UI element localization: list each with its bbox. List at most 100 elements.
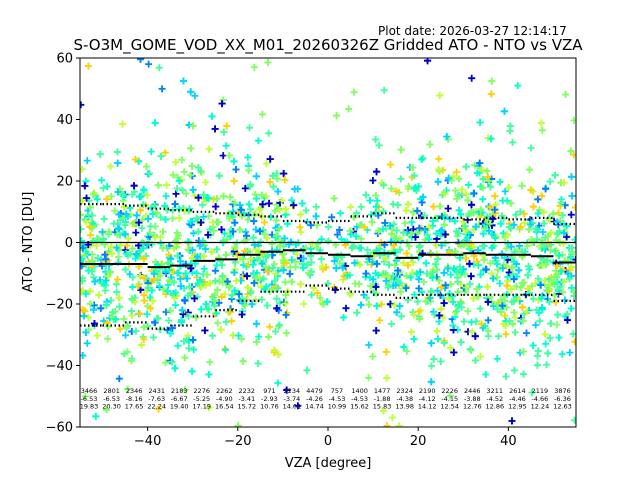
scatter-point [81,392,89,400]
scatter-point [542,340,550,348]
y-tick-label: 20 [56,175,73,190]
scatter-point [511,328,519,336]
scatter-point [400,229,407,237]
scatter-point [145,60,153,68]
scatter-point [404,261,412,269]
x-tick-label: 40 [500,434,517,449]
scatter-point [490,302,497,310]
scatter-point [146,169,153,177]
scatter-point [447,271,455,279]
scatter-point [215,299,223,307]
scatter-point [144,284,152,292]
scatter-point [487,259,494,267]
scatter-point [476,118,484,126]
scatter-point [226,214,233,222]
scatter-point [534,195,542,203]
scatter-point [330,257,338,265]
scatter-point [143,310,151,318]
scatter-point [402,284,410,292]
scatter-point [511,313,519,321]
scatter-point [366,197,374,204]
scatter-point [571,416,576,424]
scatter-point [138,341,146,349]
scatter-point [281,176,289,184]
scatter-point [84,62,92,70]
scatter-point [167,330,175,337]
scatter-point [219,152,227,160]
scatter-point [272,270,280,278]
scatter-point [274,284,282,292]
x-tick-label: −40 [134,434,161,449]
scatter-point [86,287,94,295]
scatter-point [204,231,212,239]
scatter-point [427,287,435,295]
scatter-point [356,261,364,269]
bin-stats: 3466-6.5319.832801-6.5320.302346-8.1617.… [80,387,572,410]
scatter-point [278,197,286,204]
scatter-point [80,197,86,205]
scatter-point [415,284,423,292]
scatter-point [269,172,277,180]
scatter-point [197,167,205,175]
scatter-point [394,267,402,274]
scatter-point [103,195,111,203]
scatter-point [275,225,283,233]
scatter-point [83,194,91,202]
bin-stat-count: 2183 [171,387,188,395]
scatter-point [200,252,208,260]
scatter-point [253,320,260,328]
scatter-point [383,422,391,427]
scatter-point [222,142,230,150]
scatter-point [385,281,393,289]
scatter-point [505,183,513,191]
scatter-point [155,282,163,290]
scatter-point [357,301,365,309]
scatter-point [333,231,341,239]
scatter-point [147,304,154,312]
scatter-point [357,203,365,211]
scatter-point [129,273,137,281]
scatter-point [507,243,515,251]
scatter-point [517,223,524,231]
scatter-point [491,234,499,242]
scatter-point [231,287,239,294]
scatter-point [382,348,390,356]
scatter-point [466,260,473,268]
scatter-point [465,181,472,189]
scatter-point [435,318,443,325]
scatter-point [256,227,264,235]
scatter-point [236,201,244,209]
scatter-point [201,326,209,334]
scatter-point [555,334,563,342]
scatter-point [505,223,513,231]
scatter-point [462,190,470,198]
scatter-point [265,333,272,341]
scatter-point [140,274,148,282]
scatter-point [153,209,161,217]
scatter-point [422,298,430,306]
scatter-point [218,226,226,233]
bin-stat-std: 12.24 [531,403,550,411]
scatter-point [93,195,101,203]
bin-stat-mean: -1.88 [374,395,391,403]
scatter-point [462,163,470,171]
scatter-point [423,231,431,239]
scatter-point [538,192,546,200]
scatter-point [297,228,305,236]
bin-stat-count: 757 [331,387,343,395]
scatter-point [280,298,288,306]
scatter-point [410,185,418,193]
scatter-point [178,306,186,314]
scatter-point [208,332,216,340]
scatter-point [153,315,161,323]
scatter-point [263,234,271,242]
scatter-point [528,389,536,397]
scatter-point [298,199,306,207]
bin-stat-count: 4479 [306,387,323,395]
scatter-point [92,412,100,420]
scatter-point [266,323,274,331]
scatter-point [484,298,492,306]
scatter-point [155,64,163,72]
y-tick-label: 0 [65,236,73,251]
bin-stat-mean: -6.36 [554,395,571,403]
